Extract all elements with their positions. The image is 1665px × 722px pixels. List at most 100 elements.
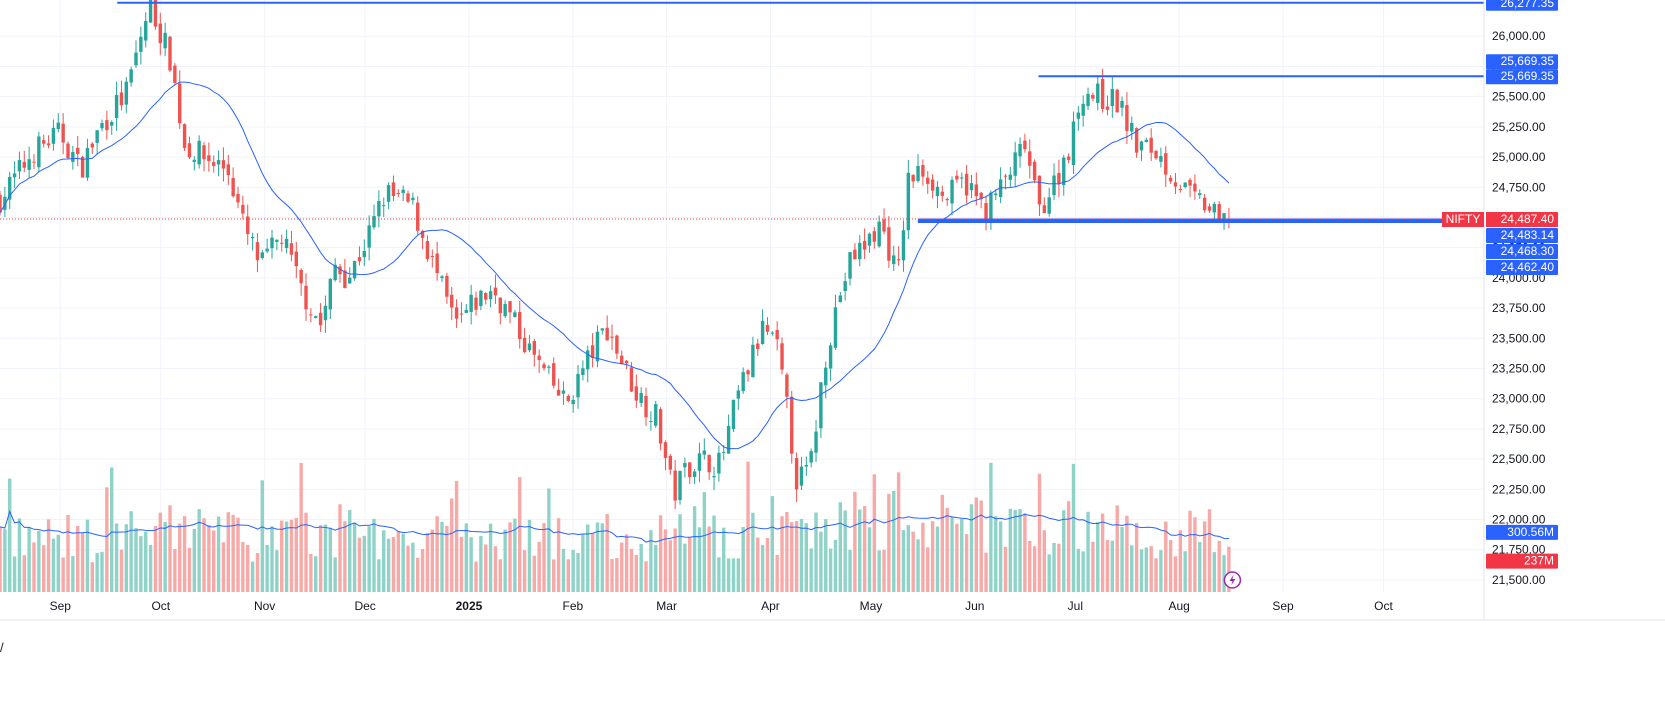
candle <box>498 297 503 325</box>
horizontal-lines[interactable] <box>0 1 1484 224</box>
candle-body <box>930 179 935 191</box>
candle <box>663 440 668 471</box>
grid <box>0 0 1484 592</box>
volume-bar <box>284 521 289 592</box>
volume-bar <box>255 553 260 592</box>
candle <box>969 175 974 199</box>
candle-body <box>887 227 891 261</box>
candle-body <box>0 194 2 213</box>
candle-body <box>202 145 206 160</box>
candle <box>129 66 133 87</box>
volume-bar <box>624 534 629 592</box>
candle <box>1173 173 1178 194</box>
volume-bar <box>425 533 430 592</box>
candle <box>221 147 226 182</box>
candle <box>299 268 303 296</box>
volume-bar <box>1115 505 1119 592</box>
candle-body <box>216 160 221 165</box>
volume-bar <box>27 527 31 592</box>
price-line-label: 25,669.35 <box>1486 69 1558 85</box>
candle <box>717 445 721 482</box>
candle-body <box>518 312 522 340</box>
volume-bar <box>333 557 337 592</box>
candle-body <box>246 216 250 235</box>
volume-bar <box>212 530 216 592</box>
price-line-label: 24,462.40 <box>1486 259 1558 275</box>
candle-body <box>537 355 541 360</box>
volume-bar <box>1013 509 1017 592</box>
volume-bar <box>61 557 65 592</box>
candle-body <box>736 390 741 399</box>
price-tick-label: 21,500.00 <box>1492 573 1546 587</box>
candle-body <box>765 324 770 332</box>
candle <box>760 309 765 345</box>
candle <box>654 400 658 428</box>
volume-bar <box>275 550 279 592</box>
candle <box>445 272 449 304</box>
volume-bar <box>935 526 940 592</box>
volume-bar <box>814 512 818 592</box>
candle-body <box>532 341 537 355</box>
candle-body <box>328 278 332 310</box>
volume-label-bg <box>1486 524 1558 540</box>
volume-bar <box>85 519 90 592</box>
candle-body <box>338 266 342 275</box>
volume-bar <box>484 544 488 592</box>
volume-bar <box>556 518 561 592</box>
candle-body <box>561 390 566 394</box>
candle <box>882 208 886 235</box>
candle <box>702 438 707 460</box>
candle-body <box>289 243 294 255</box>
volume-bar <box>32 542 36 592</box>
candle <box>804 456 809 476</box>
candle <box>148 0 153 23</box>
candle-body <box>964 173 969 196</box>
volume-label: 237M <box>1486 553 1558 569</box>
candle-body <box>1096 83 1100 103</box>
bolt-icon[interactable] <box>1223 571 1242 589</box>
volume-bar <box>1202 521 1207 592</box>
volume-bar <box>1066 501 1071 592</box>
candle <box>765 317 770 336</box>
candle <box>955 170 959 183</box>
candle-body <box>207 155 211 162</box>
candle-body <box>260 252 264 259</box>
candle-body <box>1023 140 1027 150</box>
volume-bar <box>226 512 230 592</box>
candle-body <box>576 373 580 398</box>
candle <box>940 185 945 202</box>
candle <box>1193 174 1197 200</box>
candle-body <box>401 189 405 194</box>
price-line-label: 26,277.35 <box>1486 0 1558 11</box>
candle-body <box>192 159 196 162</box>
candle <box>785 372 789 409</box>
candle <box>1198 189 1202 200</box>
candle <box>930 174 935 199</box>
candle-body <box>27 159 31 170</box>
candle <box>736 384 741 410</box>
volume-moving-average <box>0 510 1229 543</box>
volume-bar <box>37 530 41 592</box>
candle-body <box>71 152 75 162</box>
candle-body <box>848 252 852 279</box>
candle <box>712 466 716 491</box>
candle-body <box>1003 175 1008 177</box>
volume-bar <box>1091 541 1095 592</box>
candle <box>843 272 847 301</box>
volume-bar <box>1110 540 1115 592</box>
volume-bar <box>66 514 70 592</box>
candle <box>828 342 833 382</box>
candle <box>615 334 619 360</box>
volume-bar <box>110 467 114 592</box>
candle-body <box>926 177 930 184</box>
candle-body <box>1202 197 1207 211</box>
volume-bar <box>984 552 988 592</box>
time-tick-label: Oct <box>151 599 170 613</box>
candle-body <box>119 92 124 106</box>
price-line-label-bg <box>1486 69 1558 85</box>
candle-body <box>741 372 745 392</box>
candle <box>153 0 158 30</box>
time-tick-label: Sep <box>1272 599 1294 613</box>
